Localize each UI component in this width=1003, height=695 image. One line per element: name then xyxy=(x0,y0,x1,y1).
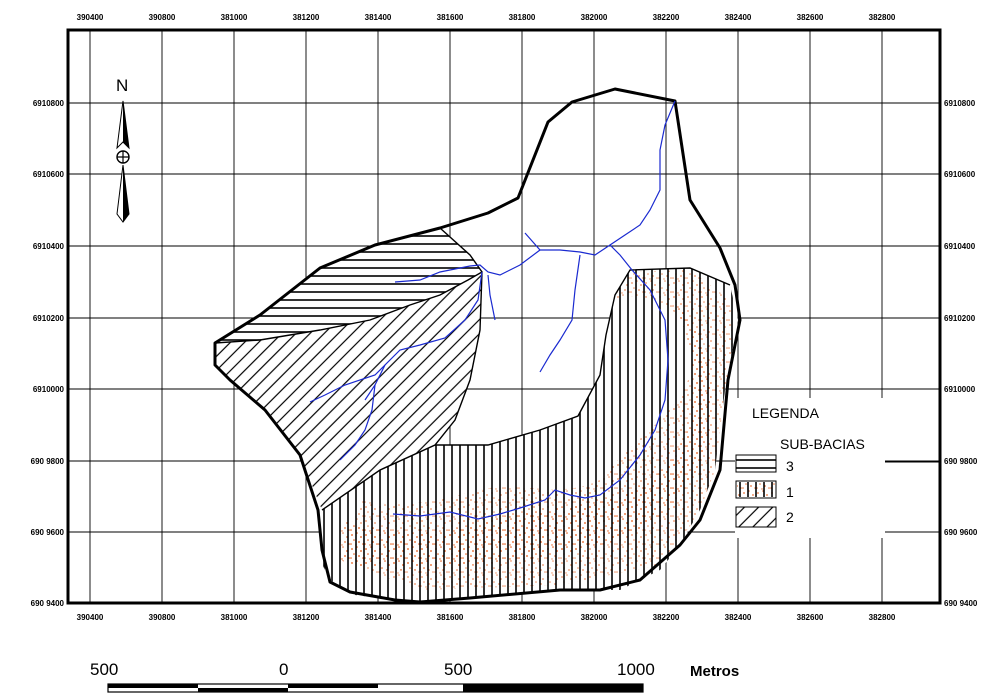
x-tick-label: 390800 xyxy=(149,13,176,22)
sub-basin-2 xyxy=(215,272,482,510)
x-tick-label: 381200 xyxy=(293,613,320,622)
x-tick-label: 382200 xyxy=(653,613,680,622)
x-tick-label: 381600 xyxy=(437,13,464,22)
x-tick-label: 390400 xyxy=(77,613,104,622)
y-tick-label: 6910600 xyxy=(33,170,65,179)
scale-bar: 500 0 500 1000 Metros xyxy=(90,660,739,693)
y-tick-label: 6910000 xyxy=(33,385,65,394)
x-tick-label: 381800 xyxy=(509,13,536,22)
y-tick-label: 690 9400 xyxy=(31,599,65,608)
sub-basin-divide-2 xyxy=(214,271,483,344)
legend-item-3: 3 xyxy=(786,458,794,474)
north-arrow-label: N xyxy=(116,76,128,95)
legend-title: LEGENDA xyxy=(752,405,820,421)
legend-swatch-2 xyxy=(735,506,777,528)
north-arrow: N xyxy=(116,76,130,223)
legend-swatch-3 xyxy=(735,454,777,473)
x-tick-label: 381600 xyxy=(437,613,464,622)
y-tick-label: 6910800 xyxy=(33,99,65,108)
y-tick-label: 690 9800 xyxy=(944,457,978,466)
x-tick-label: 381000 xyxy=(221,13,248,22)
x-tick-label: 382600 xyxy=(797,613,824,622)
x-tick-label: 381400 xyxy=(365,613,392,622)
y-tick-labels-left: 6910800 6910600 6910400 6910200 6910000 690 9… xyxy=(31,99,65,608)
x-tick-label: 382600 xyxy=(797,13,824,22)
x-tick-label: 382400 xyxy=(725,613,752,622)
x-tick-label: 381000 xyxy=(221,613,248,622)
y-tick-label: 6910400 xyxy=(33,242,65,251)
scale-label-500: 500 xyxy=(444,660,472,679)
legend-swatch-1 xyxy=(735,480,777,499)
legend: LEGENDA SUB-BACIAS 3 1 2 xyxy=(735,398,940,538)
y-tick-label: 6910600 xyxy=(944,170,976,179)
y-tick-label: 6910400 xyxy=(944,242,976,251)
y-tick-label: 6910200 xyxy=(33,314,65,323)
x-tick-label: 382800 xyxy=(869,13,896,22)
y-tick-label: 6910800 xyxy=(944,99,976,108)
x-tick-label: 382000 xyxy=(581,613,608,622)
stream-network xyxy=(309,100,676,520)
x-tick-label: 381200 xyxy=(293,13,320,22)
sub-basin-divide-3 xyxy=(435,267,731,446)
x-tick-labels-bottom: 390400 390800 381000 381200 381400 381600 3818… xyxy=(77,613,896,622)
scale-unit: Metros xyxy=(690,663,739,680)
x-tick-label: 381400 xyxy=(365,13,392,22)
legend-item-2: 2 xyxy=(786,509,794,525)
x-tick-label: 382400 xyxy=(725,13,752,22)
x-tick-label: 382800 xyxy=(869,613,896,622)
legend-subtitle: SUB-BACIAS xyxy=(780,436,865,452)
y-tick-label: 690 9800 xyxy=(31,457,65,466)
x-tick-labels-top: 390400 390800 381000 381200 381400 381600 3818… xyxy=(77,13,896,22)
x-tick-label: 390800 xyxy=(149,613,176,622)
scale-label-1000: 1000 xyxy=(617,660,655,679)
x-tick-label: 390400 xyxy=(77,13,104,22)
x-tick-label: 381800 xyxy=(509,613,536,622)
sub-basin-divide xyxy=(321,227,483,511)
x-tick-label: 382200 xyxy=(653,13,680,22)
scale-label-0: 0 xyxy=(279,660,288,679)
scale-label-500-left: 500 xyxy=(90,660,118,679)
y-tick-label: 6910000 xyxy=(944,385,976,394)
legend-item-1: 1 xyxy=(786,484,794,500)
y-tick-label: 690 9400 xyxy=(944,599,978,608)
y-tick-label: 6910200 xyxy=(944,314,976,323)
watershed-boundary xyxy=(213,87,742,604)
y-tick-labels-right: 6910800 6910600 6910400 6910200 6910000 690 9… xyxy=(944,99,978,608)
sub-basin-3 xyxy=(215,228,482,343)
y-tick-label: 690 9600 xyxy=(31,528,65,537)
y-tick-label: 690 9600 xyxy=(944,528,978,537)
x-tick-label: 382000 xyxy=(581,13,608,22)
